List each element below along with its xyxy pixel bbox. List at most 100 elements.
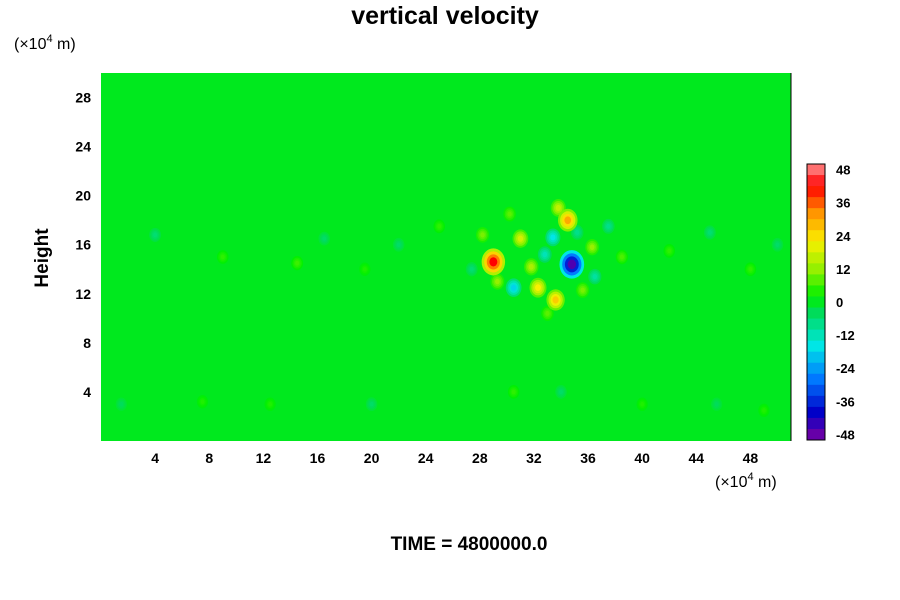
colorbar-segment	[807, 274, 825, 286]
colorbar-segment	[807, 362, 825, 375]
downdraft-contour	[469, 266, 474, 272]
colorbar-segment	[807, 384, 825, 397]
y-tick-label: 16	[75, 237, 91, 253]
updraft-contour	[667, 248, 672, 254]
colorbar-tick-label: -36	[836, 394, 855, 409]
downdraft-contour	[567, 259, 577, 270]
y-tick-label: 28	[75, 90, 91, 106]
downdraft-contour	[575, 229, 580, 235]
x-tick-label: 36	[580, 450, 596, 466]
colorbar-tick-label: 48	[836, 163, 850, 178]
time-label: TIME = 4800000.0	[391, 534, 548, 555]
colorbar-segment	[807, 263, 825, 275]
downdraft-contour	[369, 401, 374, 407]
colorbar-segment	[807, 252, 825, 264]
colorbar-tick-label: 12	[836, 262, 850, 277]
downdraft-contour	[542, 251, 548, 258]
y-axis-label: Height	[32, 228, 53, 288]
colorbar-frame	[806, 163, 826, 441]
x-tick-label: 40	[634, 450, 650, 466]
x-tick-label: 8	[205, 450, 213, 466]
y-tick-label: 20	[75, 188, 91, 204]
downdraft-contour	[606, 223, 611, 229]
x-unit-label: (×104 m)	[715, 471, 777, 491]
x-tick-label: 20	[364, 450, 380, 466]
downdraft-contour	[510, 284, 517, 291]
updraft-contour	[640, 401, 645, 407]
updraft-contour	[517, 235, 524, 242]
updraft-contour	[437, 223, 442, 229]
colorbar-segment	[807, 208, 825, 220]
colorbar-tick-label: 0	[836, 295, 843, 310]
updraft-contour	[489, 257, 498, 267]
colorbar-segment	[807, 241, 825, 253]
x-tick-label: 44	[689, 450, 705, 466]
chart-title: vertical velocity	[351, 2, 539, 30]
downdraft-contour	[775, 242, 780, 248]
updraft-contour	[619, 254, 624, 260]
colorbar-ticks: 48 36 24 12 0 -12 -24 -36 -48	[836, 163, 856, 443]
colorbar-tick-label: -24	[836, 361, 856, 376]
colorbar-segment	[807, 329, 825, 342]
updraft-contour	[495, 278, 500, 285]
colorbar-segment	[807, 395, 825, 408]
colorbar-segment	[807, 340, 825, 353]
colorbar-segment	[807, 230, 825, 242]
colorbar-segment	[807, 164, 825, 176]
downdraft-contour	[153, 232, 158, 238]
updraft-contour	[511, 389, 516, 395]
x-tick-label: 28	[472, 450, 488, 466]
colorbar-segment	[807, 175, 825, 187]
colorbar-segment	[807, 406, 825, 419]
downdraft-contour	[396, 242, 401, 248]
x-axis-ticks: 4 8 12 16 20 24 28 32 36 40 44 48	[151, 450, 758, 466]
updraft-contour	[480, 232, 485, 238]
colorbar-segment	[807, 373, 825, 386]
updraft-contour	[268, 401, 273, 407]
updraft-contour	[220, 254, 225, 260]
colorbar-segment	[807, 428, 825, 441]
downdraft-contour	[550, 234, 556, 241]
x-tick-label: 24	[418, 450, 434, 466]
updraft-contour	[295, 260, 300, 266]
downdraft-contour	[119, 401, 124, 407]
y-tick-label: 8	[83, 335, 91, 351]
colorbar-segment	[807, 417, 825, 430]
colorbar-tick-label: 24	[836, 229, 851, 244]
updraft-contour	[580, 287, 585, 293]
colorbar-tick-label: 36	[836, 196, 850, 211]
updraft-contour	[535, 284, 541, 292]
colorbar-segment	[807, 285, 825, 297]
colorbar-segment	[807, 351, 825, 364]
colorbar-segment	[807, 296, 825, 309]
updraft-contour	[555, 204, 561, 211]
y-axis-ticks: 4 8 12 16 20 24 28	[75, 90, 91, 400]
colorbar-segment	[807, 318, 825, 331]
colorbar-segment	[807, 186, 825, 198]
updraft-contour	[552, 296, 559, 304]
downdraft-contour	[559, 389, 563, 395]
colorbar-segment	[807, 307, 825, 320]
colorbar-segment	[807, 197, 825, 209]
downdraft-contour	[714, 401, 719, 407]
downdraft-contour	[322, 236, 327, 241]
updraft-contour	[507, 211, 512, 217]
y-tick-label: 4	[83, 384, 91, 400]
x-tick-label: 16	[310, 450, 326, 466]
x-tick-label: 48	[743, 450, 759, 466]
downdraft-contour	[592, 273, 598, 280]
y-unit-label: (×104 m)	[14, 33, 76, 53]
updraft-contour	[564, 216, 572, 225]
colorbar-tick-label: -12	[836, 328, 855, 343]
y-tick-label: 12	[75, 286, 91, 302]
downdraft-contour	[707, 230, 712, 235]
x-tick-label: 12	[256, 450, 272, 466]
colorbar	[806, 163, 826, 441]
colorbar-segment	[807, 219, 825, 231]
updraft-contour	[528, 263, 534, 270]
updraft-contour	[545, 310, 550, 316]
updraft-contour	[762, 408, 766, 413]
heatmap-background	[101, 73, 791, 441]
updraft-contour	[589, 244, 595, 250]
updraft-contour	[362, 266, 367, 272]
